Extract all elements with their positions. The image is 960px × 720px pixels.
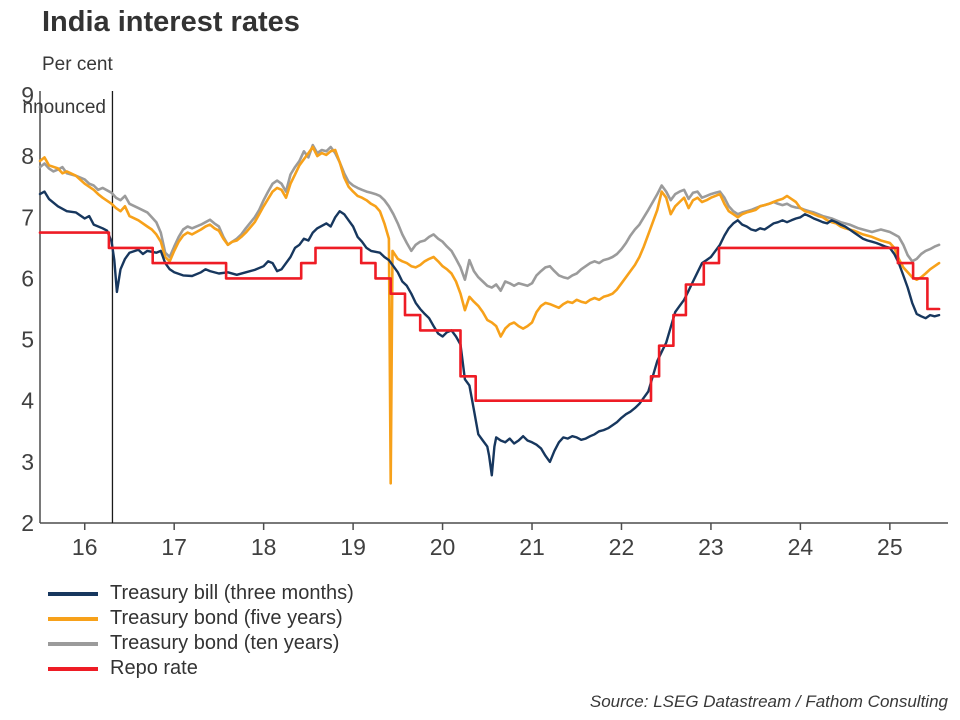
svg-text:3: 3: [21, 449, 34, 475]
svg-text:21: 21: [519, 534, 545, 560]
svg-text:5: 5: [21, 327, 34, 353]
legend-line-swatch: [48, 616, 98, 621]
source-credit: Source: LSEG Datastream / Fathom Consult…: [589, 692, 948, 711]
svg-text:7: 7: [21, 204, 34, 230]
svg-text:19: 19: [340, 534, 366, 560]
legend-line-swatch: [48, 666, 98, 671]
legend: Treasury bill (three months) Treasury bo…: [48, 581, 354, 681]
svg-text:20: 20: [430, 534, 456, 560]
legend-line-swatch: [48, 641, 98, 646]
legend-item-repo-rate: Repo rate: [48, 656, 354, 681]
legend-item-treasury-bond-5y: Treasury bond (five years): [48, 606, 354, 631]
legend-label: Treasury bond (five years): [110, 607, 343, 629]
svg-text:22: 22: [609, 534, 635, 560]
chart-subtitle: Per cent: [42, 54, 113, 75]
chart-title: India interest rates: [42, 6, 300, 38]
legend-line-swatch: [48, 591, 98, 596]
svg-text:8: 8: [21, 143, 34, 169]
legend-label: Treasury bill (three months): [110, 582, 354, 604]
svg-text:18: 18: [251, 534, 277, 560]
svg-text:2: 2: [21, 510, 34, 536]
svg-text:6: 6: [21, 265, 34, 291]
legend-item-treasury-bill: Treasury bill (three months): [48, 581, 354, 606]
svg-text:17: 17: [161, 534, 187, 560]
legend-label: Treasury bond (ten years): [110, 632, 340, 654]
svg-text:25: 25: [877, 534, 903, 560]
svg-text:23: 23: [698, 534, 724, 560]
svg-text:16: 16: [72, 534, 98, 560]
svg-text:4: 4: [21, 388, 34, 414]
legend-label: Repo rate: [110, 657, 198, 679]
event-annotation-label: nnounced: [22, 97, 106, 118]
svg-text:9: 9: [21, 82, 34, 108]
svg-text:24: 24: [788, 534, 814, 560]
legend-item-treasury-bond-10y: Treasury bond (ten years): [48, 631, 354, 656]
